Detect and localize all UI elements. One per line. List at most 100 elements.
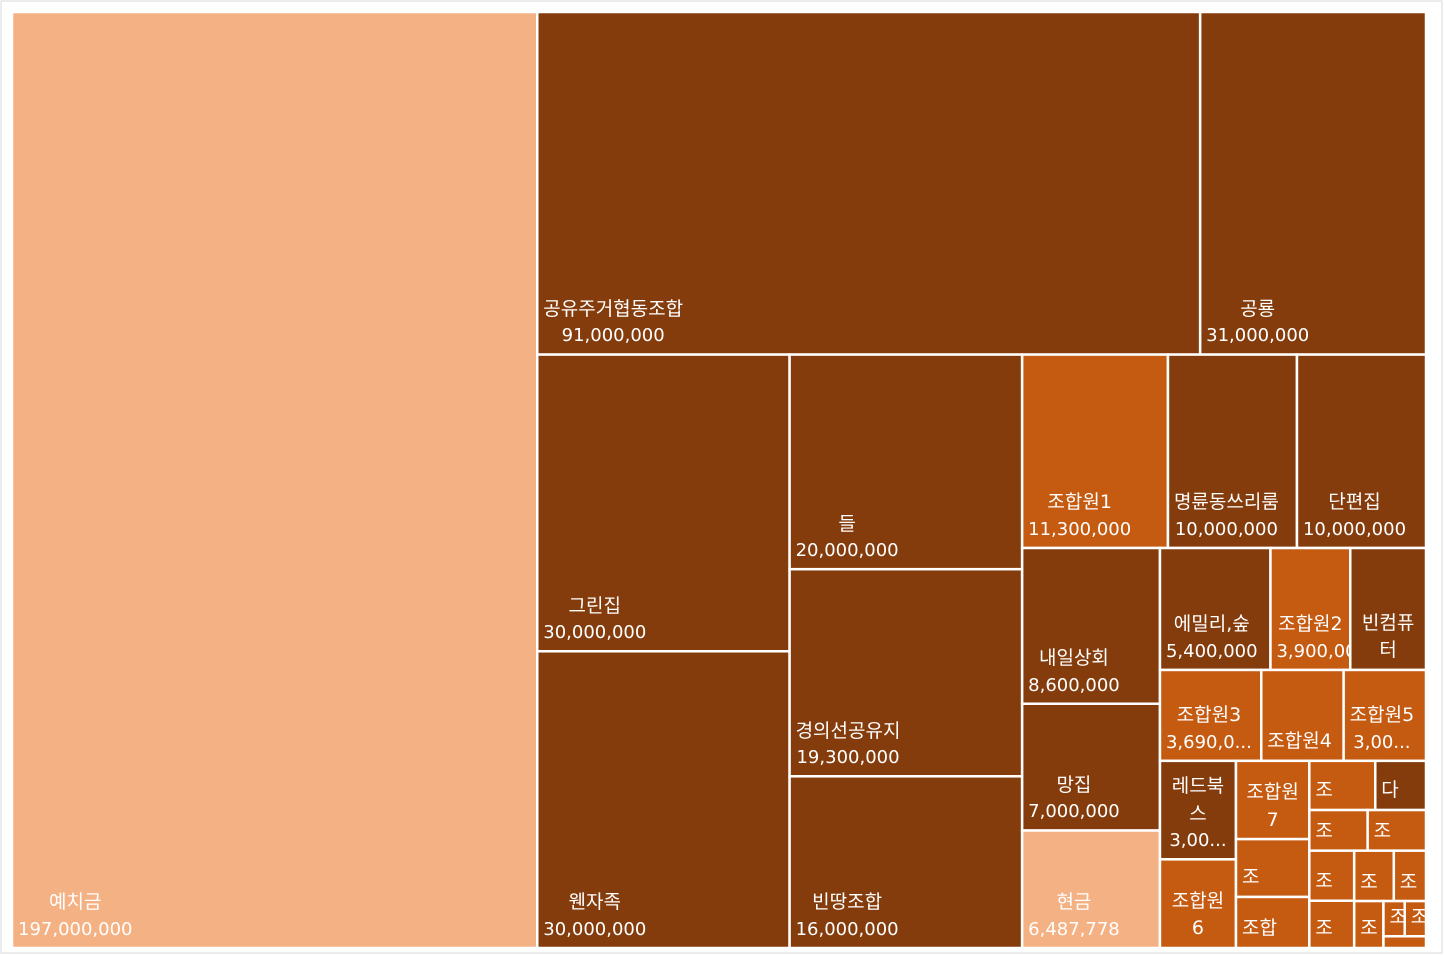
treemap-cell: [1308, 759, 1377, 812]
label-group: 공유주거협동조합 91,000,000: [543, 296, 683, 350]
category-label: 빈컴퓨터: [1361, 611, 1415, 662]
label-group: 조합: [1242, 915, 1277, 943]
label-group: 조합원4: [1267, 728, 1332, 756]
value-label: 3,00...: [1169, 830, 1227, 852]
cell-label: 조: [1315, 777, 1332, 805]
value-label: 7,000,000: [1028, 801, 1120, 823]
treemap-cell: [1342, 668, 1428, 763]
category-label: 공유주거협동조합: [543, 297, 684, 320]
category-label: 조합: [1241, 917, 1277, 940]
category-label: 조: [1360, 870, 1378, 893]
cell-label: 공유주거협동조합 91,000,000: [538, 13, 1199, 354]
label-group: 빈컴퓨터: [1356, 610, 1420, 665]
label-group: 조: [1411, 904, 1425, 932]
value-label: 5,400,000: [1165, 640, 1258, 662]
label-group: 조: [1400, 869, 1417, 897]
value-label: 3,00...: [1353, 731, 1411, 753]
cell-text: 조합: [1237, 898, 1308, 947]
cell-text: 조합원3 3,690,0...: [1161, 671, 1260, 760]
cell-text: 레드북스 3,00...: [1161, 762, 1235, 858]
label-group: 조: [1389, 937, 1406, 943]
category-label: 단편집: [1328, 491, 1381, 514]
treemap-cell: [1366, 808, 1428, 852]
cell-text: 조합원4: [1262, 671, 1342, 760]
cell-text: 조: [1384, 902, 1403, 935]
category-label: 조: [1389, 905, 1404, 928]
category-label: 조: [1315, 870, 1333, 893]
cell-label: 조: [1384, 902, 1403, 935]
category-label: 들: [838, 512, 856, 535]
label-group: 다: [1381, 777, 1398, 805]
value-label: 31,000,000: [1206, 325, 1310, 347]
label-group: 조합원7: [1242, 779, 1303, 834]
cell-text: 조: [1355, 902, 1382, 947]
cell-text: 조: [1406, 902, 1425, 935]
label-group: 조합원3 3,690,0...: [1166, 702, 1252, 756]
cell-label: 빈컴퓨터: [1356, 610, 1420, 665]
treemap-cell: [1269, 546, 1352, 672]
label-group: 예치금 197,000,000: [18, 889, 133, 943]
treemap-cell: [536, 650, 791, 950]
cell-label: 조: [1374, 818, 1391, 846]
value-label: 3,690,0...: [1165, 731, 1252, 753]
cell-label: 조합원2 3,900,000: [1276, 613, 1349, 662]
label-group: 내일상회 8,600,000: [1028, 645, 1120, 699]
cell-label: 조: [1315, 917, 1333, 940]
cell-text: 들 20,000,000: [791, 356, 1022, 569]
treemap-cell: [536, 10, 1202, 356]
cell-label: 에밀리,숲 5,400,000: [1165, 613, 1258, 662]
category-label: 명륜동쓰리룸: [1173, 491, 1279, 514]
cell-text: 조: [1355, 852, 1393, 900]
cell-text: 조합원5 3,00...: [1345, 671, 1425, 760]
value-label: 30,000,000: [543, 622, 647, 644]
category-label: 조합원5: [1349, 704, 1415, 727]
treemap-cell: [1158, 546, 1272, 672]
cell-label: 들 20,000,000: [791, 356, 1022, 569]
category-label: 망집: [1056, 773, 1092, 796]
cell-text: 공유주거협동조합 91,000,000: [538, 13, 1199, 354]
cell-text: 그린집 30,000,000: [538, 356, 788, 651]
label-group: 조: [1315, 818, 1332, 846]
cell-label: 현금 6,487,778: [1028, 891, 1120, 940]
treemap-cell: [1020, 702, 1162, 832]
cell-text: 다: [1376, 762, 1425, 809]
cell-label: 그린집 30,000,000: [538, 356, 788, 651]
label-group: 조: [1315, 777, 1332, 805]
cell-text: 조합원1 11,300,000: [1023, 356, 1167, 547]
label-group: 레드북스 3,00...: [1166, 773, 1230, 854]
value-label: 20,000,000: [795, 540, 899, 562]
cell-label: 조: [1384, 937, 1425, 947]
treemap-cell: [1158, 759, 1238, 861]
label-group: 조: [1315, 868, 1332, 896]
cell-text: 조: [1384, 937, 1425, 947]
cell-text: 경의선공유지 19,300,000: [791, 570, 1022, 775]
treemap-cell: [1020, 353, 1170, 550]
cell-label: 웬자족 30,000,000: [538, 652, 788, 947]
cell-label: 빈땅조합 16,000,000: [791, 777, 1022, 947]
cell-text: 조합원7: [1237, 762, 1308, 838]
value-label: 197,000,000: [18, 918, 133, 940]
treemap-cell: [1308, 849, 1356, 902]
category-label: 다: [1381, 779, 1399, 802]
value-label: 6,487,778: [1028, 918, 1120, 940]
cell-text: 예치금 197,000,000: [13, 13, 536, 947]
cell-label: 조: [1395, 852, 1425, 900]
category-label: 조: [1315, 917, 1333, 940]
cell-text: 조: [1395, 852, 1425, 900]
category-label: 경의선공유지: [795, 719, 901, 742]
label-group: 조: [1242, 864, 1259, 892]
category-label: 내일상회: [1038, 647, 1109, 670]
label-group: 조: [1374, 818, 1391, 846]
cell-text: 빈땅조합 16,000,000: [791, 777, 1022, 947]
cell-text: 명륜동쓰리룸 10,000,000: [1169, 356, 1296, 547]
category-label: 공룡: [1240, 297, 1276, 320]
cell-label: 예치금 197,000,000: [13, 13, 536, 947]
label-group: 들 20,000,000: [796, 511, 899, 565]
category-label: 조합원7: [1246, 781, 1299, 831]
label-group: 경의선공유지 19,300,000: [796, 718, 901, 772]
label-group: 그린집 30,000,000: [543, 593, 646, 647]
cell-label: 조합원7: [1237, 762, 1308, 838]
cell-text: 웬자족 30,000,000: [538, 652, 788, 947]
category-label: 조: [1241, 866, 1260, 889]
cell-label: 조: [1315, 818, 1332, 846]
